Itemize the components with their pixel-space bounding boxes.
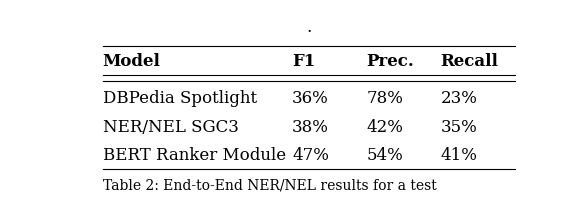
Text: Table 2: End-to-End NER/NEL results for a test: Table 2: End-to-End NER/NEL results for …	[102, 178, 436, 193]
Text: Model: Model	[102, 53, 160, 70]
Text: 47%: 47%	[292, 147, 329, 165]
Text: BERT Ranker Module: BERT Ranker Module	[102, 147, 285, 165]
Text: 41%: 41%	[440, 147, 478, 165]
Text: Recall: Recall	[440, 53, 498, 70]
Text: 78%: 78%	[367, 90, 403, 107]
Text: 54%: 54%	[367, 147, 403, 165]
Text: 23%: 23%	[440, 90, 478, 107]
Text: DBPedia Spotlight: DBPedia Spotlight	[102, 90, 257, 107]
Text: 35%: 35%	[440, 119, 478, 136]
Text: 38%: 38%	[292, 119, 329, 136]
Text: NER/NEL SGC3: NER/NEL SGC3	[102, 119, 239, 136]
Text: .: .	[306, 19, 311, 36]
Text: 36%: 36%	[292, 90, 329, 107]
Text: Prec.: Prec.	[367, 53, 414, 70]
Text: F1: F1	[292, 53, 315, 70]
Text: 42%: 42%	[367, 119, 403, 136]
